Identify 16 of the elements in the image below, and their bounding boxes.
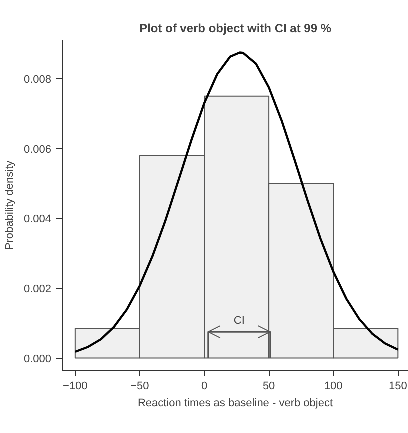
x-tick-label: −50	[130, 380, 150, 392]
line-series	[74, 52, 400, 354]
y-tick-label: 0.008	[24, 74, 52, 86]
y-tick-label: 0.000	[24, 353, 52, 366]
x-tick-label: 0	[201, 380, 208, 392]
x-tick-label: −100	[63, 380, 88, 392]
x-axis-title: Reaction times as baseline - verb object	[138, 398, 334, 410]
x-tick-label: 100	[324, 380, 343, 392]
y-axis-title: Probability density	[4, 160, 16, 250]
y-tick-label: 0.004	[24, 214, 52, 226]
x-tick-label: 150	[388, 380, 408, 392]
chart-title: Plot of verb object with CI at 99 %	[139, 22, 332, 36]
y-tick-label: 0.006	[24, 144, 52, 156]
x-tick-label: 50	[262, 380, 276, 392]
annotation: CI	[234, 315, 245, 328]
y-tick-label: 0.002	[24, 283, 52, 296]
